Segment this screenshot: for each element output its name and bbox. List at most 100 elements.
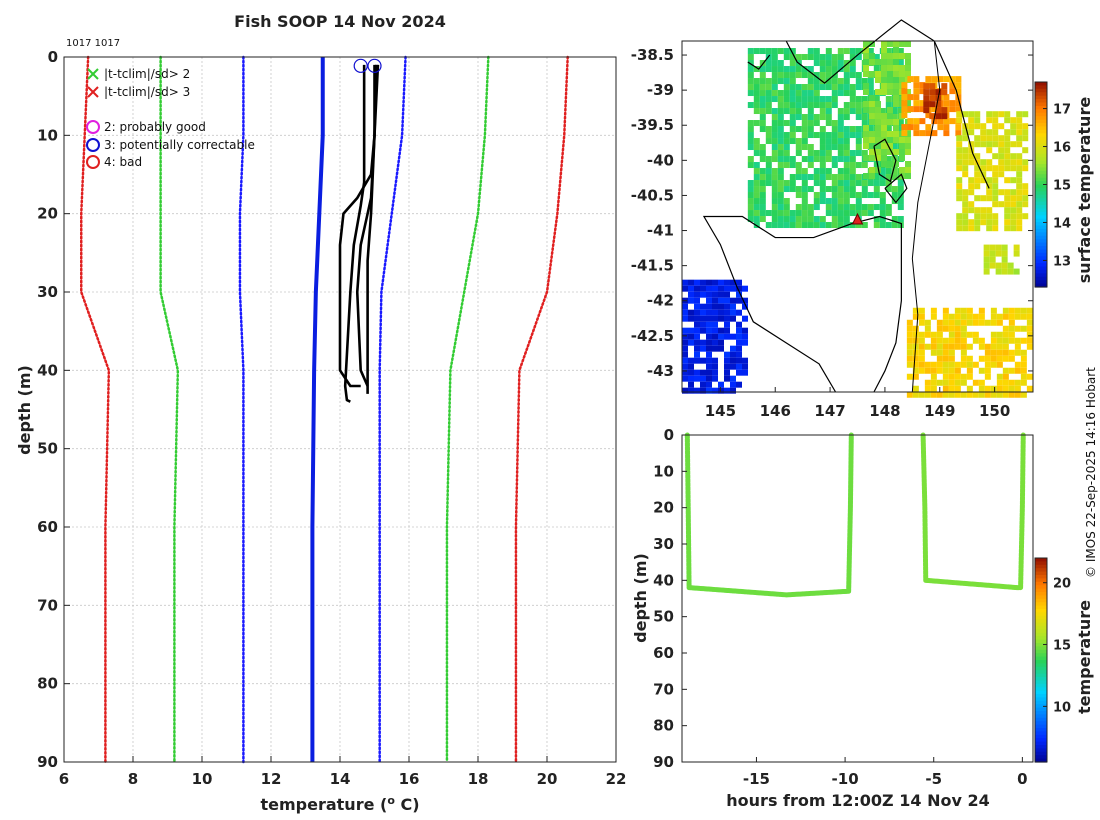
sst-cell [989, 244, 996, 251]
sst-cell [862, 125, 869, 131]
sst-cell [813, 60, 820, 67]
sst-cell [825, 222, 832, 229]
sst-cell [948, 355, 955, 362]
sst-cell [956, 135, 963, 142]
depth-time-area [682, 435, 1033, 762]
map-y-tick-label: -41 [647, 222, 674, 240]
sst-cell [862, 83, 869, 89]
sst-cell [886, 89, 893, 95]
colorbar-segment [1035, 269, 1047, 274]
sst-cell [807, 186, 814, 193]
sst-cell [843, 204, 850, 211]
sst-cell [682, 375, 688, 382]
sst-cell [843, 90, 850, 97]
y-tick-label: 30 [37, 283, 58, 301]
sst-cell [1002, 367, 1009, 374]
sst-cell [924, 379, 931, 386]
sst-cell [712, 309, 718, 316]
sst-cell [955, 82, 962, 89]
sst-cell [706, 345, 712, 352]
sst-cell [783, 138, 790, 145]
sst-cell [777, 120, 784, 127]
sst-cell [706, 387, 712, 394]
sst-cell [968, 225, 975, 232]
sst-cell [912, 349, 919, 356]
sst-cell [923, 89, 930, 96]
sst-cell [935, 101, 942, 108]
sst-cell [819, 144, 826, 151]
sst-cell [907, 124, 914, 131]
sst-cell [783, 102, 790, 109]
sst-cell [688, 291, 694, 298]
sst-cell [925, 124, 932, 131]
sst-cell [819, 84, 826, 91]
sst-cell [954, 307, 961, 314]
colorbar-segment [1035, 755, 1047, 760]
sst-cell [789, 84, 796, 91]
colorbar-segment [1035, 228, 1047, 233]
sst-cell [771, 198, 778, 205]
colorbar-segment [1035, 602, 1047, 607]
sst-cell [974, 207, 981, 214]
sst-cell [1002, 343, 1009, 350]
sst-cell [736, 363, 742, 370]
sst-cell [724, 327, 730, 334]
sst-cell [759, 180, 766, 187]
map-coastline [702, 19, 990, 393]
colorbar-segment [1035, 276, 1047, 281]
sst-cell [747, 54, 754, 61]
sst-cell [968, 153, 975, 160]
sst-cell [777, 222, 784, 229]
sst-cell [783, 66, 790, 73]
sst-cell [855, 180, 862, 187]
sst-cell [753, 204, 760, 211]
sst-cell [897, 60, 904, 67]
sst-cell [855, 54, 862, 61]
sst-cell [913, 130, 920, 137]
sst-cell [918, 337, 925, 344]
sst-cell [1026, 319, 1033, 326]
sst-cell [825, 96, 832, 103]
sst-cell [801, 102, 808, 109]
sst-cell [936, 379, 943, 386]
sst-cell [1008, 307, 1015, 314]
sst-cell [990, 319, 997, 326]
colorbar-segment [1035, 198, 1047, 203]
sst-cell [901, 124, 908, 131]
sst-cell [706, 297, 712, 304]
sst-cell [954, 385, 961, 392]
sst-cell [892, 95, 899, 101]
sst-cell [1022, 189, 1029, 196]
sst-cell [892, 83, 899, 89]
sst-cell [942, 349, 949, 356]
sst-cell [801, 186, 808, 193]
sst-cell [913, 118, 920, 125]
sst-cell [849, 72, 856, 79]
sst-cell [879, 168, 886, 175]
sst-cell [874, 77, 881, 83]
sst-cell [962, 207, 969, 214]
sst-cell [867, 90, 874, 97]
sst-cell [759, 48, 766, 55]
sst-cell [831, 132, 838, 139]
sst-cell [807, 48, 814, 55]
sst-cell [955, 100, 962, 107]
sst-cell [753, 48, 760, 55]
sst-cell [919, 118, 926, 125]
sst-cell [759, 114, 766, 121]
colorbar-segment [1035, 280, 1047, 285]
sst-cell [807, 72, 814, 79]
sst-cell [913, 106, 920, 113]
sst-cell [912, 367, 919, 374]
sst-cell [996, 349, 1003, 356]
sst-cell [712, 387, 718, 394]
sst-cell [843, 126, 850, 133]
sst-cell [886, 137, 893, 143]
sst-cell [807, 210, 814, 217]
sst-cell [849, 150, 856, 157]
colorbar-segment [1035, 174, 1047, 179]
sst-cell [777, 174, 784, 181]
sst-cell [886, 119, 893, 125]
dt-y-tick-label: 20 [653, 499, 674, 517]
sst-cell [960, 349, 967, 356]
